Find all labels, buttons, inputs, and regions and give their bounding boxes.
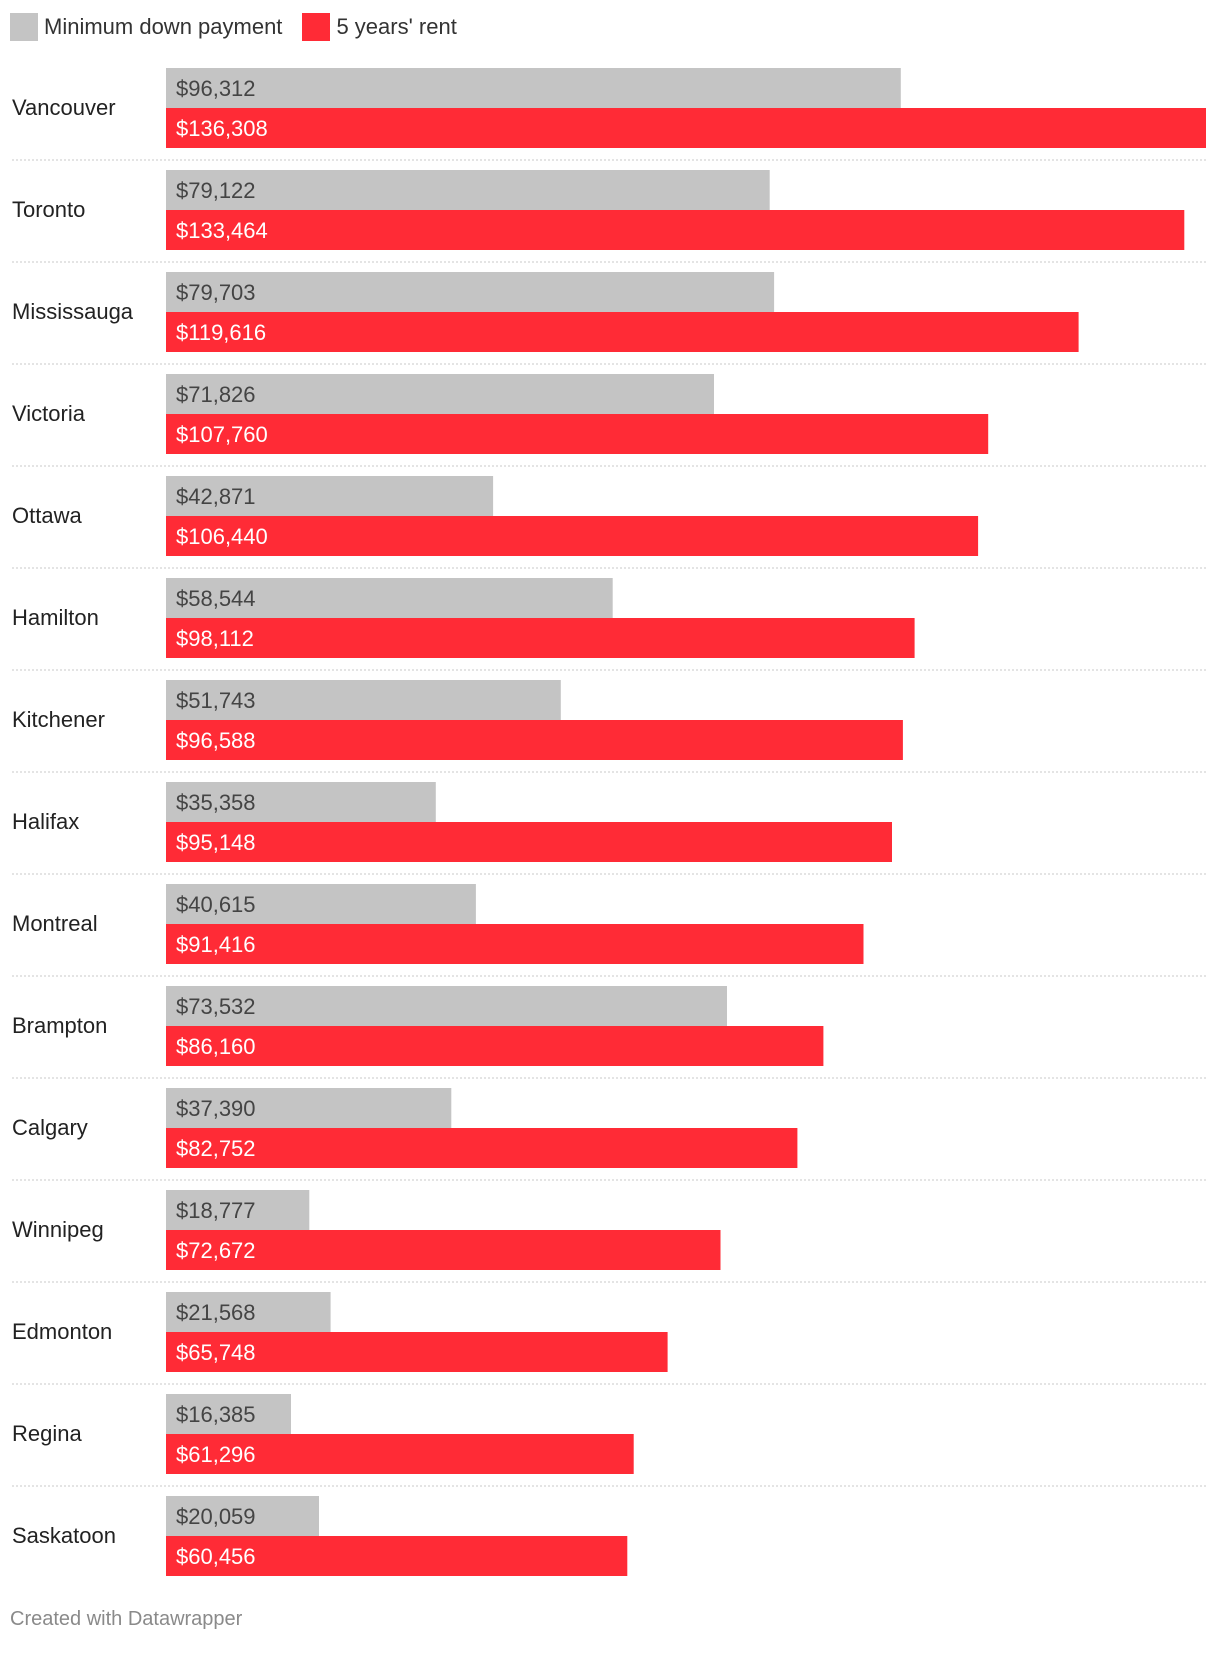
value-label-rent-toronto: $133,464 [176, 218, 268, 243]
city-label-vancouver: Vancouver [12, 95, 116, 120]
city-label-calgary: Calgary [12, 1115, 88, 1140]
city-label-winnipeg: Winnipeg [12, 1217, 104, 1242]
value-label-rent-vancouver: $136,308 [176, 116, 268, 141]
value-label-rent-brampton: $86,160 [176, 1034, 256, 1059]
bar-chart: Vancouver $96,312 $136,308 Toronto $79,122 $1… [12, 68, 1208, 1576]
city-label-toronto: Toronto [12, 197, 85, 222]
bar-rent-victoria [166, 414, 989, 454]
value-label-rent-hamilton: $98,112 [176, 626, 254, 651]
value-label-rent-saskatoon: $60,456 [176, 1544, 256, 1569]
bar-down-payment-brampton [166, 986, 727, 1026]
value-label-down-payment-ottawa: $42,871 [176, 484, 256, 509]
city-label-kitchener: Kitchener [12, 707, 105, 732]
bar-rent-brampton [166, 1026, 824, 1066]
bar-rent-edmonton [166, 1332, 668, 1372]
bar-rent-hamilton [166, 618, 915, 658]
city-label-brampton: Brampton [12, 1013, 107, 1038]
bar-rent-kitchener [166, 720, 903, 760]
bar-down-payment-toronto [166, 170, 770, 210]
city-label-montreal: Montreal [12, 911, 98, 936]
value-label-rent-halifax: $95,148 [176, 830, 256, 855]
city-label-mississauga: Mississauga [12, 299, 134, 324]
value-label-down-payment-saskatoon: $20,059 [176, 1504, 256, 1529]
bar-down-payment-winnipeg [166, 1190, 310, 1230]
city-label-halifax: Halifax [12, 809, 79, 834]
value-label-rent-mississauga: $119,616 [176, 320, 266, 345]
footer-credit: Created with Datawrapper [10, 1608, 243, 1630]
legend-label-down-payment: Minimum down payment [44, 14, 283, 39]
city-label-regina: Regina [12, 1421, 82, 1446]
value-label-down-payment-regina: $16,385 [176, 1402, 256, 1427]
value-label-rent-kitchener: $96,588 [176, 728, 256, 753]
bar-down-payment-ottawa [166, 476, 494, 516]
value-label-down-payment-edmonton: $21,568 [176, 1300, 256, 1325]
bar-down-payment-hamilton [166, 578, 613, 618]
city-label-ottawa: Ottawa [12, 503, 82, 528]
city-label-edmonton: Edmonton [12, 1319, 112, 1344]
bar-down-payment-kitchener [166, 680, 561, 720]
legend-swatch-rent [302, 13, 331, 41]
value-label-rent-victoria: $107,760 [176, 422, 268, 447]
chart-legend: Minimum down payment 5 years' rent [10, 12, 477, 42]
city-label-saskatoon: Saskatoon [12, 1523, 116, 1548]
value-label-down-payment-mississauga: $79,703 [176, 280, 256, 305]
bar-rent-saskatoon [166, 1536, 628, 1576]
bar-down-payment-montreal [166, 884, 476, 924]
legend-label-rent: 5 years' rent [336, 14, 457, 39]
legend-swatch-down-payment [10, 13, 38, 41]
bar-down-payment-calgary [166, 1088, 452, 1128]
bar-down-payment-victoria [166, 374, 714, 414]
value-label-rent-montreal: $91,416 [176, 932, 256, 957]
value-label-down-payment-winnipeg: $18,777 [176, 1198, 256, 1223]
value-label-down-payment-halifax: $35,358 [176, 790, 256, 815]
value-label-down-payment-toronto: $79,122 [176, 178, 256, 203]
value-label-down-payment-kitchener: $51,743 [176, 688, 256, 713]
bar-down-payment-mississauga [166, 272, 775, 312]
value-label-rent-calgary: $82,752 [176, 1136, 256, 1161]
bar-down-payment-regina [166, 1394, 291, 1434]
bar-down-payment-saskatoon [166, 1496, 319, 1536]
bar-down-payment-vancouver [166, 68, 901, 108]
city-label-hamilton: Hamilton [12, 605, 99, 630]
bar-rent-montreal [166, 924, 864, 964]
value-label-down-payment-brampton: $73,532 [176, 994, 256, 1019]
city-label-victoria: Victoria [12, 401, 86, 426]
value-label-down-payment-calgary: $37,390 [176, 1096, 256, 1121]
value-label-down-payment-victoria: $71,826 [176, 382, 256, 407]
bar-rent-halifax [166, 822, 892, 862]
value-label-down-payment-hamilton: $58,544 [176, 586, 256, 611]
value-label-rent-ottawa: $106,440 [176, 524, 268, 549]
legend-item-down-payment: Minimum down payment [10, 13, 282, 41]
bar-rent-regina [166, 1434, 634, 1474]
value-label-down-payment-montreal: $40,615 [176, 892, 256, 917]
bar-rent-toronto [166, 210, 1185, 250]
bar-down-payment-edmonton [166, 1292, 331, 1332]
legend-item-rent: 5 years' rent [302, 13, 457, 41]
bar-rent-calgary [166, 1128, 798, 1168]
value-label-rent-edmonton: $65,748 [176, 1340, 256, 1365]
bar-rent-ottawa [166, 516, 979, 556]
bar-rent-mississauga [166, 312, 1079, 352]
value-label-rent-winnipeg: $72,672 [176, 1238, 256, 1263]
value-label-rent-regina: $61,296 [176, 1442, 256, 1467]
value-label-down-payment-vancouver: $96,312 [176, 76, 256, 101]
bar-down-payment-halifax [166, 782, 436, 822]
bar-rent-vancouver [166, 108, 1206, 148]
bar-rent-winnipeg [166, 1230, 721, 1270]
